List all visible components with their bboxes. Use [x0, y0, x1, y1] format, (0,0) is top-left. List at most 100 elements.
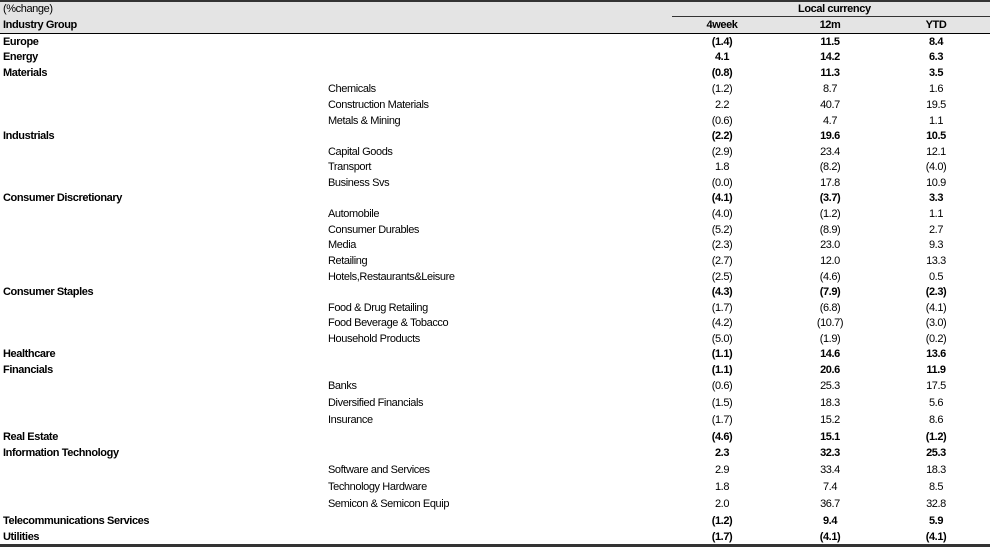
table-row: Europe (1.4) 11.5 8.4 — [0, 36, 990, 51]
cell-12m: 7.4 — [822, 481, 838, 493]
row-label: Real Estate — [3, 431, 58, 443]
cell-ytd: 3.5 — [928, 67, 944, 79]
cell-12m: 11.3 — [820, 67, 840, 79]
cell-ytd: 1.6 — [928, 83, 944, 95]
cell-ytd: 3.3 — [928, 192, 944, 204]
row-label: Media — [328, 239, 356, 251]
cell-ytd: 5.6 — [928, 397, 944, 409]
cell-12m: 12.0 — [820, 255, 840, 267]
table-row: Diversified Financials (1.5) 18.3 5.6 — [0, 397, 990, 412]
cell-ytd: (1.2) — [925, 431, 947, 443]
cell-ytd: 0.5 — [928, 271, 944, 283]
unit-label: (%change) — [3, 3, 53, 15]
row-label: Retailing — [328, 255, 368, 267]
table-row: Banks (0.6) 25.3 17.5 — [0, 380, 990, 395]
row-label: Technology Hardware — [328, 481, 427, 493]
cell-12m: 23.4 — [820, 146, 840, 158]
cell-4week: (1.1) — [711, 348, 733, 360]
table-row: Hotels,Restaurants&Leisure (2.5) (4.6) 0.5 — [0, 271, 990, 286]
table-row: Insurance (1.7) 15.2 8.6 — [0, 414, 990, 429]
table-row: Transport 1.8 (8.2) (4.0) — [0, 161, 990, 176]
cell-4week: (0.0) — [711, 177, 733, 189]
cell-12m: 25.3 — [820, 380, 840, 392]
cell-ytd: 1.1 — [928, 115, 944, 127]
row-label: Household Products — [328, 333, 420, 345]
cell-4week: (1.7) — [711, 531, 733, 543]
group-label: Local currency — [798, 3, 871, 15]
cell-4week: 2.2 — [714, 99, 730, 111]
cell-ytd: 8.5 — [928, 481, 944, 493]
cell-4week: (2.9) — [711, 146, 733, 158]
cell-12m: 40.7 — [820, 99, 840, 111]
cell-ytd: 25.3 — [926, 447, 946, 459]
table-row: Utilities (1.7) (4.1) (4.1) — [0, 531, 990, 546]
cell-12m: (1.9) — [819, 333, 841, 345]
cell-12m: 14.6 — [820, 348, 840, 360]
row-label: Consumer Discretionary — [3, 192, 122, 204]
table-row: Semicon & Semicon Equip 2.0 36.7 32.8 — [0, 498, 990, 513]
row-label: Semicon & Semicon Equip — [328, 498, 450, 510]
table-row: Software and Services 2.9 33.4 18.3 — [0, 464, 990, 479]
cell-12m: 15.1 — [820, 431, 840, 443]
cell-ytd: 13.3 — [926, 255, 946, 267]
cell-ytd: 11.9 — [926, 364, 946, 376]
table-row: Consumer Discretionary (4.1) (3.7) 3.3 — [0, 192, 990, 207]
first-col-header: Industry Group — [3, 19, 77, 31]
header-band — [0, 2, 990, 33]
row-label: Information Technology — [3, 447, 119, 459]
cell-ytd: 6.3 — [928, 51, 944, 63]
cell-4week: (2.3) — [711, 239, 733, 251]
row-label: Telecommunications Services — [3, 515, 150, 527]
cell-ytd: 5.9 — [928, 515, 944, 527]
table-row: Metals & Mining (0.6) 4.7 1.1 — [0, 115, 990, 130]
table-row: Energy 4.1 14.2 6.3 — [0, 51, 990, 66]
cell-4week: 2.0 — [714, 498, 730, 510]
cell-12m: (1.2) — [819, 208, 841, 220]
cell-4week: (1.7) — [711, 302, 733, 314]
table-row: Industrials (2.2) 19.6 10.5 — [0, 130, 990, 145]
cell-4week: 2.3 — [714, 447, 730, 459]
col-header-ytd: YTD — [925, 19, 947, 31]
cell-12m: 11.5 — [820, 36, 840, 48]
cell-4week: (1.2) — [711, 83, 733, 95]
cell-12m: 33.4 — [820, 464, 840, 476]
row-label: Consumer Staples — [3, 286, 94, 298]
row-label: Utilities — [3, 531, 40, 543]
col-header-4week: 4week — [706, 19, 738, 31]
cell-4week: (2.5) — [711, 271, 733, 283]
cell-4week: (2.7) — [711, 255, 733, 267]
cell-12m: 36.7 — [820, 498, 840, 510]
cell-ytd: 18.3 — [926, 464, 946, 476]
cell-ytd: 13.6 — [926, 348, 946, 360]
cell-12m: 19.6 — [820, 130, 840, 142]
table-row: Consumer Durables (5.2) (8.9) 2.7 — [0, 224, 990, 239]
cell-ytd: 32.8 — [926, 498, 946, 510]
row-label: Transport — [328, 161, 372, 173]
cell-12m: (3.7) — [819, 192, 841, 204]
cell-ytd: 10.9 — [926, 177, 946, 189]
row-label: Capital Goods — [328, 146, 393, 158]
row-label: Food & Drug Retailing — [328, 302, 428, 314]
cell-12m: (8.9) — [819, 224, 841, 236]
row-label: Metals & Mining — [328, 115, 401, 127]
row-label: Industrials — [3, 130, 55, 142]
cell-12m: 23.0 — [820, 239, 840, 251]
table-row: Automobile (4.0) (1.2) 1.1 — [0, 208, 990, 223]
table-row: Retailing (2.7) 12.0 13.3 — [0, 255, 990, 270]
cell-4week: (4.1) — [711, 192, 733, 204]
table-row: Information Technology 2.3 32.3 25.3 — [0, 447, 990, 462]
row-label: Consumer Durables — [328, 224, 420, 236]
table-row: Household Products (5.0) (1.9) (0.2) — [0, 333, 990, 348]
cell-ytd: (0.2) — [925, 333, 947, 345]
row-label: Construction Materials — [328, 99, 429, 111]
cell-4week: (0.8) — [711, 67, 733, 79]
cell-ytd: (4.1) — [925, 531, 947, 543]
table-row: Media (2.3) 23.0 9.3 — [0, 239, 990, 254]
table-row: Food & Drug Retailing (1.7) (6.8) (4.1) — [0, 302, 990, 317]
table-row: Financials (1.1) 20.6 11.9 — [0, 364, 990, 379]
cell-12m: (7.9) — [819, 286, 841, 298]
bottom-rule — [0, 544, 990, 547]
cell-4week: (1.4) — [711, 36, 733, 48]
cell-4week: (2.2) — [711, 130, 733, 142]
cell-ytd: (3.0) — [925, 317, 947, 329]
